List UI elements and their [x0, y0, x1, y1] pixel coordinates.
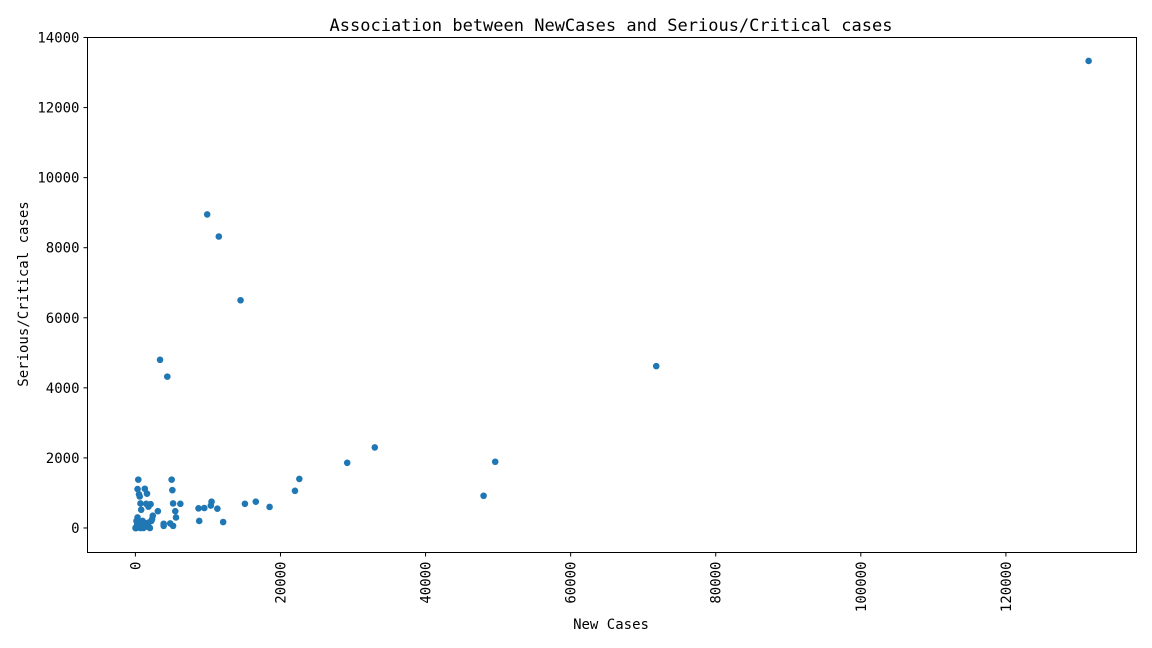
data-point [135, 476, 142, 483]
data-point [237, 297, 244, 304]
x-tick-label: 0 [128, 562, 144, 570]
plot-frame [88, 38, 1137, 553]
data-point [216, 233, 223, 240]
data-point [160, 520, 167, 527]
x-tick-label: 40000 [419, 562, 435, 604]
data-point [173, 514, 180, 521]
data-point [196, 518, 203, 525]
data-point [653, 363, 660, 370]
data-point [167, 520, 174, 527]
y-tick-label: 8000 [46, 241, 80, 257]
data-point [172, 508, 179, 515]
data-point [480, 492, 487, 499]
data-point [242, 501, 249, 508]
y-tick-label: 4000 [46, 381, 80, 397]
data-point [204, 211, 211, 218]
y-tick-label: 12000 [37, 101, 79, 117]
data-point [492, 458, 499, 465]
data-point [253, 498, 260, 505]
data-point [168, 476, 175, 483]
x-tick-label: 120000 [999, 562, 1015, 613]
data-point [344, 460, 351, 467]
x-axis-label: New Cases [573, 617, 649, 633]
data-point [201, 505, 208, 512]
data-point [143, 501, 150, 508]
data-point [177, 501, 184, 508]
x-axis-ticks: 0 20000 40000 60000 80000 100000 120000 [128, 553, 1015, 613]
data-point [169, 487, 176, 494]
data-point [220, 519, 227, 526]
data-point [195, 505, 202, 512]
x-tick-label: 100000 [854, 562, 870, 613]
data-point [138, 506, 145, 513]
data-point [170, 500, 177, 507]
data-point [157, 357, 164, 364]
data-point [164, 373, 171, 380]
x-tick-label: 20000 [273, 562, 289, 604]
data-point [208, 502, 215, 509]
data-point [141, 523, 148, 530]
chart-title: Association between NewCases and Serious… [330, 16, 893, 36]
data-point [137, 500, 144, 507]
y-axis-label: Serious/Critical cases [16, 201, 32, 386]
data-point [1085, 58, 1092, 65]
y-tick-label: 14000 [37, 31, 79, 47]
x-tick-label: 60000 [564, 562, 580, 604]
data-point [214, 505, 221, 512]
y-tick-label: 10000 [37, 171, 79, 187]
y-axis-ticks: 0 2000 4000 6000 8000 10000 12000 14000 [37, 31, 87, 537]
y-tick-label: 6000 [46, 311, 80, 327]
x-tick-label: 80000 [709, 562, 725, 604]
y-tick-label: 0 [71, 521, 79, 537]
data-point [296, 476, 303, 483]
data-point [371, 444, 378, 451]
data-points [132, 58, 1092, 532]
data-point [155, 508, 162, 515]
data-point [134, 486, 141, 493]
data-point [142, 485, 149, 492]
data-point [292, 488, 299, 495]
y-tick-label: 2000 [46, 451, 80, 467]
data-point [266, 504, 273, 511]
